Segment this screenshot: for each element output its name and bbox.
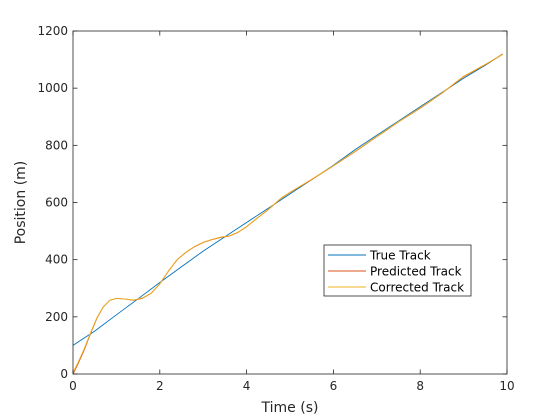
x-axis-label: Time (s)	[261, 400, 319, 416]
x-tick-label: 2	[156, 379, 164, 393]
y-axis-label: Position (m)	[13, 161, 29, 245]
y-tick-label: 200	[45, 310, 68, 324]
x-axis: 0 2 4 6 8 10	[69, 31, 515, 393]
legend-box	[323, 244, 472, 297]
y-tick-label: 400	[45, 253, 68, 267]
y-tick-label: 1200	[37, 24, 68, 38]
x-tick-label: 0	[69, 379, 77, 393]
y-tick-label: 1000	[37, 81, 68, 95]
series-layer	[72, 53, 503, 375]
legend-label-corrected-track: Corrected Track	[370, 281, 464, 295]
y-axis: 0 200 400 600 800 1000 1200	[37, 24, 507, 381]
x-tick-label: 10	[499, 379, 514, 393]
series-line-corrected-track	[72, 53, 503, 373]
x-tick-label: 4	[243, 379, 251, 393]
series-line-true-track	[72, 53, 503, 346]
legend-label-true-track: True Track	[369, 249, 431, 263]
legend-label-predicted-track: Predicted Track	[370, 265, 462, 279]
plot-area	[73, 31, 507, 374]
y-tick-label: 800	[45, 138, 68, 152]
x-tick-label: 8	[416, 379, 424, 393]
y-tick-label: 0	[60, 367, 68, 381]
y-tick-label: 600	[45, 196, 68, 210]
x-tick-label: 6	[330, 379, 338, 393]
legend: True Track Predicted Track Corrected Track	[323, 244, 472, 297]
